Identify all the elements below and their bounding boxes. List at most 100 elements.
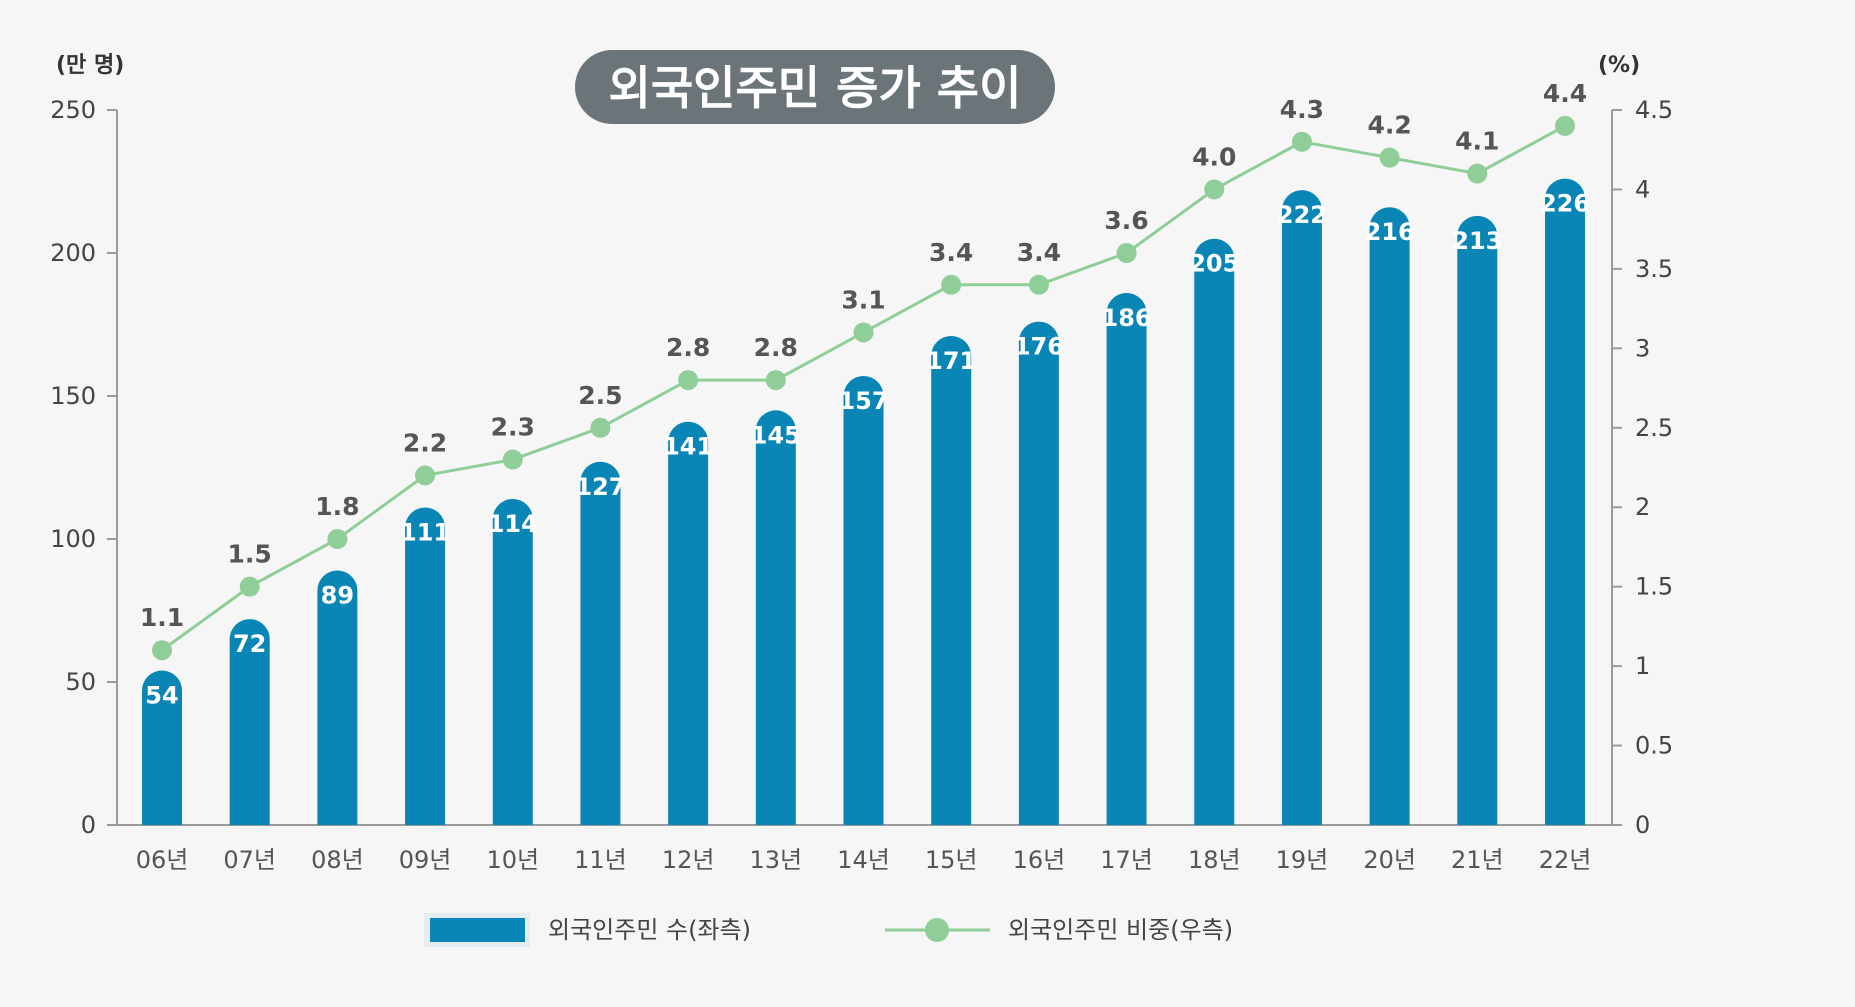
bar-value-label: 171	[926, 347, 976, 375]
ratio-point	[1116, 243, 1137, 263]
x-tick-label: 19년	[1276, 846, 1329, 874]
legend: 외국인주민 수(좌측) 외국인주민 비중(우측)	[424, 913, 1233, 947]
left-tick-label: 50	[65, 668, 96, 696]
right-tick-label: 2.5	[1635, 414, 1673, 442]
x-tick-label: 08년	[311, 846, 364, 874]
bar-value-label: 72	[233, 630, 266, 658]
x-tick-label: 21년	[1451, 846, 1504, 874]
ratio-point	[1204, 179, 1225, 200]
ratio-value-label: 2.8	[754, 333, 798, 362]
x-tick-label: 17년	[1100, 846, 1153, 874]
ratio-point	[678, 370, 699, 391]
bar-value-label: 186	[1102, 304, 1152, 332]
ratio-point	[853, 322, 874, 343]
x-tick-label: 09년	[399, 846, 452, 874]
right-tick-label: 1	[1635, 652, 1650, 680]
legend-line-marker	[925, 918, 949, 942]
bar	[317, 570, 358, 825]
x-tick-label: 22년	[1539, 846, 1592, 874]
ratio-value-label: 1.5	[228, 540, 272, 569]
bar-value-label: 205	[1189, 250, 1239, 278]
bar	[1545, 178, 1585, 825]
bar	[668, 421, 709, 825]
right-tick-label: 3	[1635, 334, 1650, 362]
ratio-value-label: 3.4	[1017, 238, 1061, 267]
ratio-value-label: 1.1	[140, 603, 184, 632]
chart-title: 외국인주민 증가 추이	[575, 50, 1055, 124]
x-tick-label: 10년	[486, 846, 539, 874]
x-tick-label: 18년	[1188, 846, 1241, 874]
bar	[142, 670, 182, 825]
bar-value-label: 89	[321, 581, 354, 609]
bar-value-label: 145	[751, 421, 801, 449]
right-tick-label: 0	[1635, 811, 1650, 839]
left-axis-ticks: 0 50 100 150 200 250	[50, 96, 117, 839]
ratio-point	[1291, 131, 1312, 152]
ratio-value-label: 2.3	[491, 413, 535, 442]
right-tick-label: 2	[1635, 493, 1650, 521]
bar-value-label: 111	[400, 519, 450, 547]
ratio-point	[590, 417, 611, 438]
x-tick-label: 07년	[223, 846, 276, 874]
bar	[755, 410, 796, 825]
x-tick-label: 06년	[136, 846, 189, 874]
bar	[1018, 321, 1059, 825]
bar	[492, 498, 533, 825]
ratio-point	[1555, 115, 1575, 136]
ratio-value-label: 4.1	[1455, 127, 1499, 156]
left-tick-label: 0	[81, 811, 96, 839]
title-text: 외국인주민 증가 추이	[609, 61, 1022, 115]
right-tick-label: 4	[1635, 175, 1650, 203]
x-tick-label: 14년	[837, 846, 890, 874]
left-tick-label: 200	[50, 239, 96, 267]
bar-value-label: 176	[1014, 333, 1064, 361]
bar	[843, 375, 884, 825]
ratio-value-label: 4.3	[1280, 95, 1324, 124]
legend-line-label: 외국인주민 비중(우측)	[1008, 916, 1233, 944]
left-axis-unit: (만 명)	[56, 53, 124, 78]
bar	[229, 619, 270, 825]
right-tick-label: 0.5	[1635, 732, 1673, 760]
bar-value-label: 226	[1540, 190, 1590, 218]
ratio-point	[765, 370, 786, 391]
right-tick-label: 3.5	[1635, 255, 1673, 283]
bar	[931, 335, 972, 825]
right-tick-label: 4.5	[1635, 96, 1673, 124]
ratio-value-label: 2.5	[578, 381, 622, 410]
bar-series: 54 72 89 111 114 127 141 145 157 171 176 186 205 222 2…	[142, 178, 1590, 826]
x-tick-label: 16년	[1013, 846, 1066, 874]
ratio-value-label: 4.4	[1543, 79, 1587, 108]
x-axis-ticks: 06년 07년 08년 09년 10년 11년 12년 13년 14년 15년 16년 17년 18년 1…	[136, 846, 1592, 874]
bar-value-label: 216	[1365, 218, 1415, 246]
bar-value-label: 127	[575, 473, 625, 501]
bar	[1194, 238, 1235, 825]
legend-bar-label: 외국인주민 수(좌측)	[548, 916, 751, 944]
title-pill	[575, 50, 1055, 124]
x-tick-label: 12년	[662, 846, 715, 874]
ratio-value-label: 2.2	[403, 428, 447, 457]
legend-bar-swatch	[430, 918, 525, 942]
ratio-point	[502, 449, 523, 470]
bar	[1106, 293, 1147, 825]
right-axis-unit: (%)	[1598, 53, 1640, 78]
x-tick-label: 13년	[750, 846, 803, 874]
ratio-value-label: 3.6	[1104, 206, 1148, 235]
ratio-point	[152, 640, 172, 661]
ratio-value-label: 1.8	[315, 492, 359, 521]
x-tick-label: 11년	[574, 846, 627, 874]
bar	[1281, 190, 1322, 825]
bar-value-label: 213	[1452, 227, 1502, 255]
bar-value-label: 54	[145, 682, 178, 710]
bar	[580, 461, 621, 825]
bar-value-label: 157	[838, 387, 888, 415]
x-tick-label: 15년	[925, 846, 978, 874]
bar	[1369, 207, 1410, 826]
ratio-point	[1467, 163, 1488, 184]
left-tick-label: 150	[50, 382, 96, 410]
ratio-value-label: 4.2	[1367, 111, 1411, 140]
ratio-point	[1379, 147, 1400, 168]
ratio-point	[941, 274, 962, 295]
ratio-value-label: 3.4	[929, 238, 973, 267]
bar-value-label: 141	[663, 433, 713, 461]
